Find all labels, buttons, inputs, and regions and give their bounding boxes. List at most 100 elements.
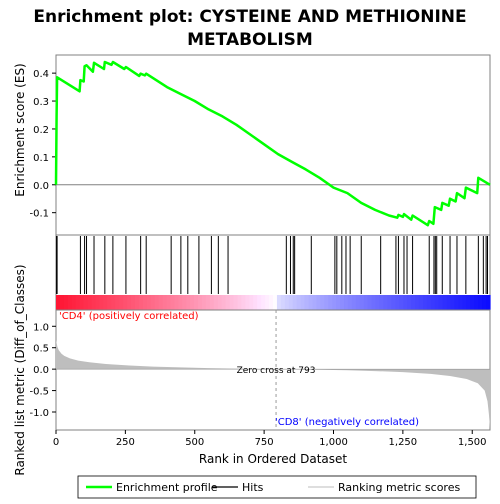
color-bar-segment (324, 295, 329, 310)
es-y-tick-label: 0.1 (33, 153, 49, 164)
color-bar-segment (261, 295, 266, 310)
color-bar-segment (269, 295, 274, 310)
color-bar-segment (407, 295, 412, 310)
color-bar-segment (154, 295, 160, 310)
color-bar-segment (276, 295, 282, 310)
es-y-axis-label: Enrichment score (ES) (13, 63, 27, 196)
color-bar-segment (296, 295, 302, 310)
color-bar-segment (422, 295, 428, 310)
color-bar-segment (367, 295, 373, 310)
x-tick-label: 1,250 (389, 437, 418, 448)
color-bar-segment (194, 295, 199, 310)
chart-title-line2: METABOLISM (187, 30, 313, 50)
metric-y-tick-label: 0.0 (33, 365, 49, 376)
color-bar-segment (340, 295, 345, 310)
color-bar-segment (241, 295, 246, 310)
color-bar-segment (87, 295, 93, 310)
color-bar-segment (138, 295, 144, 310)
color-bar-segment (486, 295, 491, 310)
legend-box (77, 475, 477, 499)
color-bar-segment (470, 295, 475, 310)
color-bar-segment (308, 295, 314, 310)
rank-color-bar (56, 295, 491, 310)
zero-cross-label: Zero cross at 793 (237, 366, 316, 376)
color-bar-segment (158, 295, 164, 310)
color-bar-segment (320, 295, 325, 310)
metric-y-tick-label: 0.5 (33, 344, 49, 355)
x-tick-label: 250 (116, 437, 135, 448)
color-bar-segment (217, 295, 223, 310)
color-bar-segment (59, 295, 65, 310)
color-bar-segment (332, 295, 337, 310)
color-bar-segment (474, 295, 479, 310)
es-y-axis: -0.1 0.0 0.1 0.2 0.3 0.4 (29, 69, 56, 220)
color-bar-segment (316, 295, 321, 310)
legend-enrichment-profile-label: Enrichment profile (116, 481, 218, 494)
color-bar-segment (379, 295, 385, 310)
color-bar-segment (482, 295, 487, 310)
color-bar-segment (478, 295, 483, 310)
color-bar-segment (383, 295, 389, 310)
color-bar-segment (371, 295, 377, 310)
color-bar-segment (359, 295, 365, 310)
color-bar-segment (454, 295, 460, 310)
color-bar-segment (245, 295, 250, 310)
color-bar-segment (130, 295, 136, 310)
color-bar-segment (403, 295, 408, 310)
color-bar-segment (190, 295, 195, 310)
color-bar-segment (107, 295, 112, 310)
color-bar-segment (442, 295, 448, 310)
chart-title-line1: Enrichment plot: CYSTEINE AND METHIONINE (33, 7, 466, 27)
color-bar-segment (99, 295, 104, 310)
color-bar-segment (63, 295, 69, 310)
color-bar-segment (466, 295, 471, 310)
color-bar-segment (395, 295, 400, 310)
es-y-tick-label: 0.2 (33, 125, 49, 136)
color-bar-segment (438, 295, 444, 310)
color-bar-segment (91, 295, 97, 310)
metric-y-tick-label: -1.0 (29, 408, 49, 419)
color-bar-segment (170, 295, 175, 310)
legend-ranking-metric-scores-label: Ranking metric scores (338, 481, 460, 494)
es-panel-frame (55, 54, 491, 236)
color-bar-segment (257, 295, 262, 310)
color-bar-segment (415, 295, 420, 310)
color-bar-segment (280, 295, 286, 310)
color-bar-segment (166, 295, 172, 310)
x-tick-label: 1,500 (458, 437, 487, 448)
color-bar-segment (288, 295, 294, 310)
legend-hits-label: Hits (242, 481, 264, 494)
hit-marks (56, 236, 489, 294)
color-bar-segment (399, 295, 404, 310)
color-bar-segment (430, 295, 436, 310)
color-bar-segment (178, 295, 183, 310)
x-axis: 0 250 500 750 1,000 1,250 1,500 (53, 430, 487, 448)
x-tick-label: 750 (255, 437, 274, 448)
color-bar-segment (426, 295, 432, 310)
color-bar-segment (79, 295, 85, 310)
color-bar-segment (119, 295, 124, 310)
color-bar-segment (213, 295, 219, 310)
color-bar-segment (71, 295, 77, 310)
color-bar-segment (95, 295, 100, 310)
negative-class-label: 'CD8' (negatively correlated) (275, 417, 419, 428)
color-bar-segment (328, 295, 333, 310)
color-bar-segment (127, 295, 132, 310)
color-bar-segment (209, 295, 215, 310)
color-bar-segment (198, 295, 203, 310)
color-bar-segment (201, 295, 207, 310)
color-bar-segment (375, 295, 381, 310)
color-bar-segment (229, 295, 235, 310)
color-bar-segment (253, 295, 258, 310)
enrichment-profile-line (54, 60, 491, 227)
color-bar-segment (458, 295, 463, 310)
color-bar-segment (292, 295, 298, 310)
es-y-tick-label: 0.3 (33, 97, 49, 108)
x-tick-label: 1,000 (319, 437, 348, 448)
color-bar-segment (103, 295, 108, 310)
color-bar-segment (351, 295, 357, 310)
color-bar-segment (304, 295, 310, 310)
color-bar-segment (83, 295, 89, 310)
